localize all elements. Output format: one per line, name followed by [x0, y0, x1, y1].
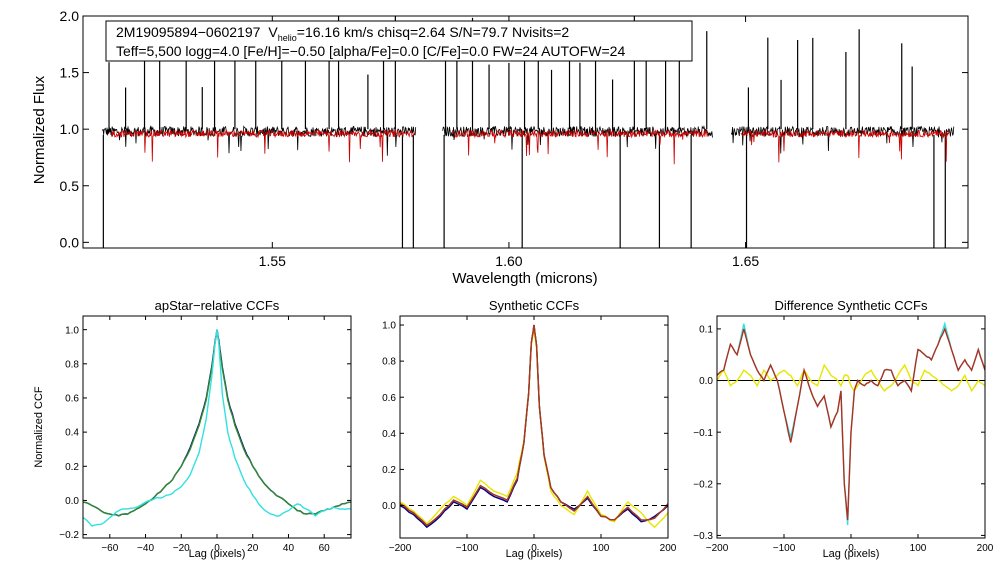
- spectrum-xlabel: Wavelength (microns): [452, 270, 597, 287]
- spectrum-xtick-label: 1.55: [259, 253, 286, 269]
- difference-ccf-diff-3-line: [717, 326, 985, 520]
- synthetic-ccf-panel: Synthetic CCFs −200 −100 0 100 200 0.0 0.2 0.4 0…: [382, 298, 677, 560]
- spectrum-observed-line: [442, 125, 713, 150]
- spectrum-model-line: [740, 128, 950, 163]
- synthetic-ccf-synth-3-line: [400, 324, 668, 527]
- difference-ccf-plot-area: [717, 321, 985, 526]
- apstar-ccf-series-group: [83, 329, 351, 527]
- apstar-ccf-ytick-label: 1.0: [65, 325, 79, 336]
- apstar-ccf-xtick-label: 40: [283, 543, 295, 554]
- spectrum-series-group: [101, 16, 955, 248]
- spectrum-frame: [82, 15, 969, 249]
- difference-ccf-ticks: −200 −100 0 100 200 −0.3 −0.2 −0.1 0.0 0.1: [693, 316, 994, 554]
- apstar-ccf-frame: [82, 315, 352, 539]
- synthetic-ccf-xlabel: Lag (pixels): [506, 548, 563, 560]
- apstar-ccf-ytick-label: 0.0: [65, 496, 79, 507]
- synthetic-ccf-plot-area: [400, 324, 668, 529]
- synthetic-ccf-ytick-label: 0.6: [382, 393, 396, 404]
- synthetic-ccf-ytick-label: 0.2: [382, 465, 396, 476]
- synthetic-ccf-synth-4-line: [400, 324, 668, 527]
- difference-ccf-xtick-label: 200: [977, 543, 994, 554]
- difference-ccf-ytick-label: 0.0: [699, 376, 713, 387]
- info-box-frame: [105, 20, 693, 62]
- apstar-ccf-xtick-label: −60: [101, 543, 118, 554]
- apstar-ccf-xlabel: Lag (pixels): [189, 548, 246, 560]
- spectrum-ytick-label: 0.5: [60, 178, 80, 194]
- spectrum-xtick-label: 1.60: [495, 253, 522, 269]
- synthetic-ccf-title: Synthetic CCFs: [489, 298, 580, 313]
- apstar-ccf-ccf-3-line: [83, 329, 351, 527]
- apstar-ccf-xtick-label: −20: [173, 543, 190, 554]
- difference-ccf-ytick-label: −0.1: [693, 428, 713, 439]
- apstar-ccf-ticks: −60 −40 −20 0 20 40 60 −0.2 0.0 0.2 0.4 0.6 0.8 1.0: [59, 316, 351, 554]
- apstar-ccf-xtick-label: 20: [247, 543, 259, 554]
- info-box: 2M19095894−0602197 Vhelio=16.16 km/s chis…: [105, 20, 693, 62]
- apstar-ccf-ytick-label: 0.4: [65, 428, 79, 439]
- synthetic-ccf-xtick-label: 0: [531, 543, 537, 554]
- difference-ccf-xlabel: Lag (pixels): [823, 548, 880, 560]
- synthetic-ccf-synth-2-line: [400, 328, 668, 529]
- info-v-prefix: V: [268, 24, 278, 40]
- apstar-ccf-ytick-label: 0.6: [65, 394, 79, 405]
- spectrum-ylabel: Normalized Flux: [31, 75, 48, 184]
- spectrum-observed-line: [101, 125, 417, 156]
- difference-ccf-ytick-label: −0.3: [693, 531, 713, 542]
- synthetic-ccf-xtick-label: −200: [389, 543, 412, 554]
- difference-ccf-xtick-label: 0: [848, 543, 854, 554]
- difference-ccf-ytick-label: 0.1: [699, 325, 713, 336]
- apstar-ccf-title: apStar−relative CCFs: [155, 298, 280, 313]
- apstar-ccf-panel: apStar−relative CCFs −60 −40 −20 0 20 40 60 −0.…: [33, 298, 352, 560]
- spectrum-ytick-label: 1.5: [60, 65, 80, 81]
- synthetic-ccf-ticks: −200 −100 0 100 200 0.0 0.2 0.4 0.6 0.8 1.0: [382, 316, 677, 554]
- spectrum-xtick-label: 1.65: [732, 253, 759, 269]
- difference-ccf-panel: Difference Synthetic CCFs −200 −100 0 100 20…: [693, 298, 994, 560]
- info-star-id: 2M19095894−0602197: [116, 24, 261, 40]
- synthetic-ccf-ytick-label: 0.0: [382, 501, 396, 512]
- spectrum-ticks: 1.55 1.60 1.65 0.0 0.5 1.0 1.5 2.0: [60, 8, 968, 269]
- synthetic-ccf-ytick-label: 1.0: [382, 321, 396, 332]
- spectrum-plot-area: [101, 16, 955, 248]
- difference-ccf-xtick-label: −100: [773, 543, 796, 554]
- synthetic-ccf-ytick-label: 0.8: [382, 357, 396, 368]
- synthetic-ccf-xtick-label: 100: [593, 543, 610, 554]
- apstar-ccf-xtick-label: −40: [137, 543, 154, 554]
- synthetic-ccf-frame: [399, 315, 669, 539]
- synthetic-ccf-series-group: [400, 324, 668, 529]
- info-line-2: Teff=5,500 logg=4.0 [Fe/H]=−0.50 [alpha/…: [116, 43, 625, 59]
- difference-ccf-series-group: [717, 321, 985, 526]
- apstar-ccf-xtick-label: 0: [214, 543, 220, 554]
- apstar-ccf-ccf-1-line: [83, 329, 351, 517]
- apstar-ccf-plot-area: [83, 329, 351, 527]
- info-v-sub: helio: [278, 33, 297, 43]
- spectrum-panel: 1.55 1.60 1.65 0.0 0.5 1.0 1.5 2.0 Wavelength (…: [31, 8, 969, 287]
- synthetic-ccf-xtick-label: −100: [456, 543, 479, 554]
- info-v-rest: =16.16 km/s chisq=2.64 S/N=79.7 Nvisits=…: [297, 24, 570, 40]
- synthetic-ccf-ytick-label: 0.4: [382, 429, 396, 440]
- spectrum-ytick-label: 1.0: [60, 121, 80, 137]
- difference-ccf-ytick-label: −0.2: [693, 479, 713, 490]
- difference-ccf-xtick-label: 100: [910, 543, 927, 554]
- synthetic-ccf-xtick-label: 200: [660, 543, 677, 554]
- difference-ccf-diff-2-line: [717, 363, 985, 393]
- apstar-ccf-ytick-label: −0.2: [59, 530, 79, 541]
- apstar-ccf-ytick-label: 0.8: [65, 359, 79, 370]
- spectrum-model-line: [111, 128, 415, 163]
- apstar-ccf-ylabel: Normalized CCF: [33, 386, 45, 468]
- info-line-1: 2M19095894−0602197 Vhelio=16.16 km/s chis…: [116, 24, 569, 43]
- difference-ccf-xtick-label: −200: [706, 543, 729, 554]
- synthetic-ccf-synth-1-line: [400, 324, 668, 529]
- apstar-ccf-ytick-label: 0.2: [65, 462, 79, 473]
- difference-ccf-title: Difference Synthetic CCFs: [775, 298, 928, 313]
- spectrum-model-line: [451, 129, 709, 165]
- apstar-ccf-ccf-2-line: [83, 331, 351, 517]
- apstar-ccf-xtick-label: 60: [319, 543, 331, 554]
- spectrum-ytick-label: 2.0: [60, 8, 80, 24]
- spectrum-ytick-label: 0.0: [60, 234, 80, 250]
